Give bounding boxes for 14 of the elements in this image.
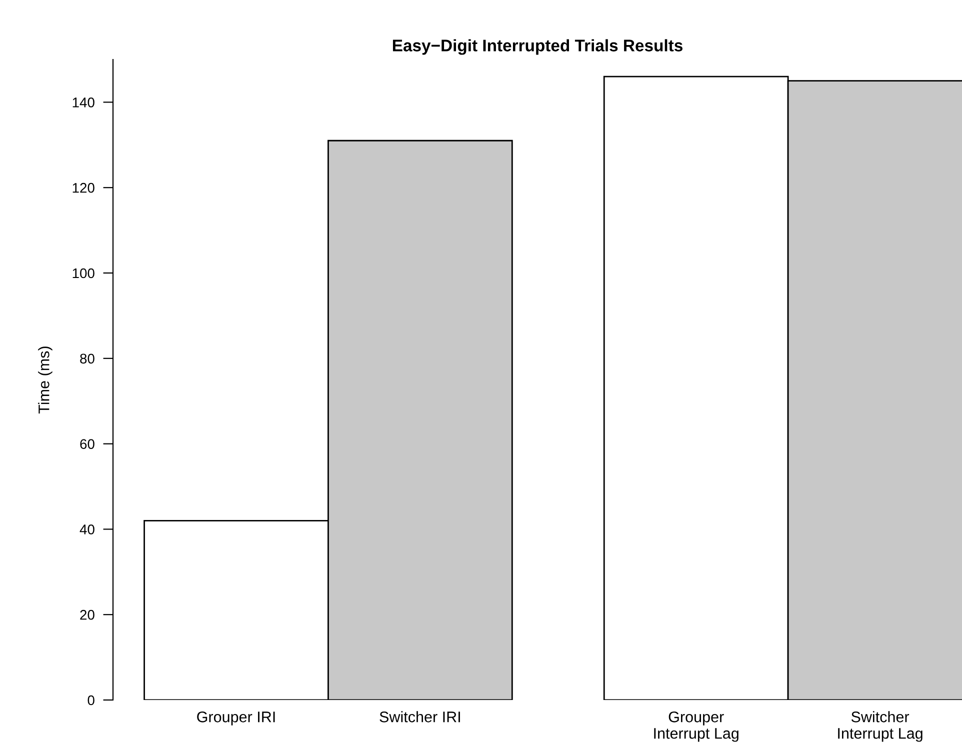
- y-tick-label: 20: [80, 610, 94, 620]
- y-tick-label: 80: [80, 354, 94, 364]
- y-tick-label: 120: [72, 182, 94, 193]
- y-tick-label: 40: [80, 524, 94, 534]
- x-tick-label: Grouper IRI: [197, 712, 275, 726]
- y-tick-label: 100: [72, 268, 94, 278]
- y-tick-label: 0: [88, 695, 94, 706]
- x-tick-label: Switcher IRI: [380, 711, 460, 722]
- x-tick-label: Grouper Interrupt Lag: [654, 712, 738, 742]
- y-tick-label: 60: [80, 439, 94, 449]
- y-tick-label: 140: [72, 98, 94, 108]
- x-tick-label: Switcher Interrupt Lag: [838, 711, 922, 742]
- chart-title: Easy−Digit Interrupted Trials Results: [392, 39, 682, 55]
- y-axis-title: Time (ms): [38, 346, 52, 414]
